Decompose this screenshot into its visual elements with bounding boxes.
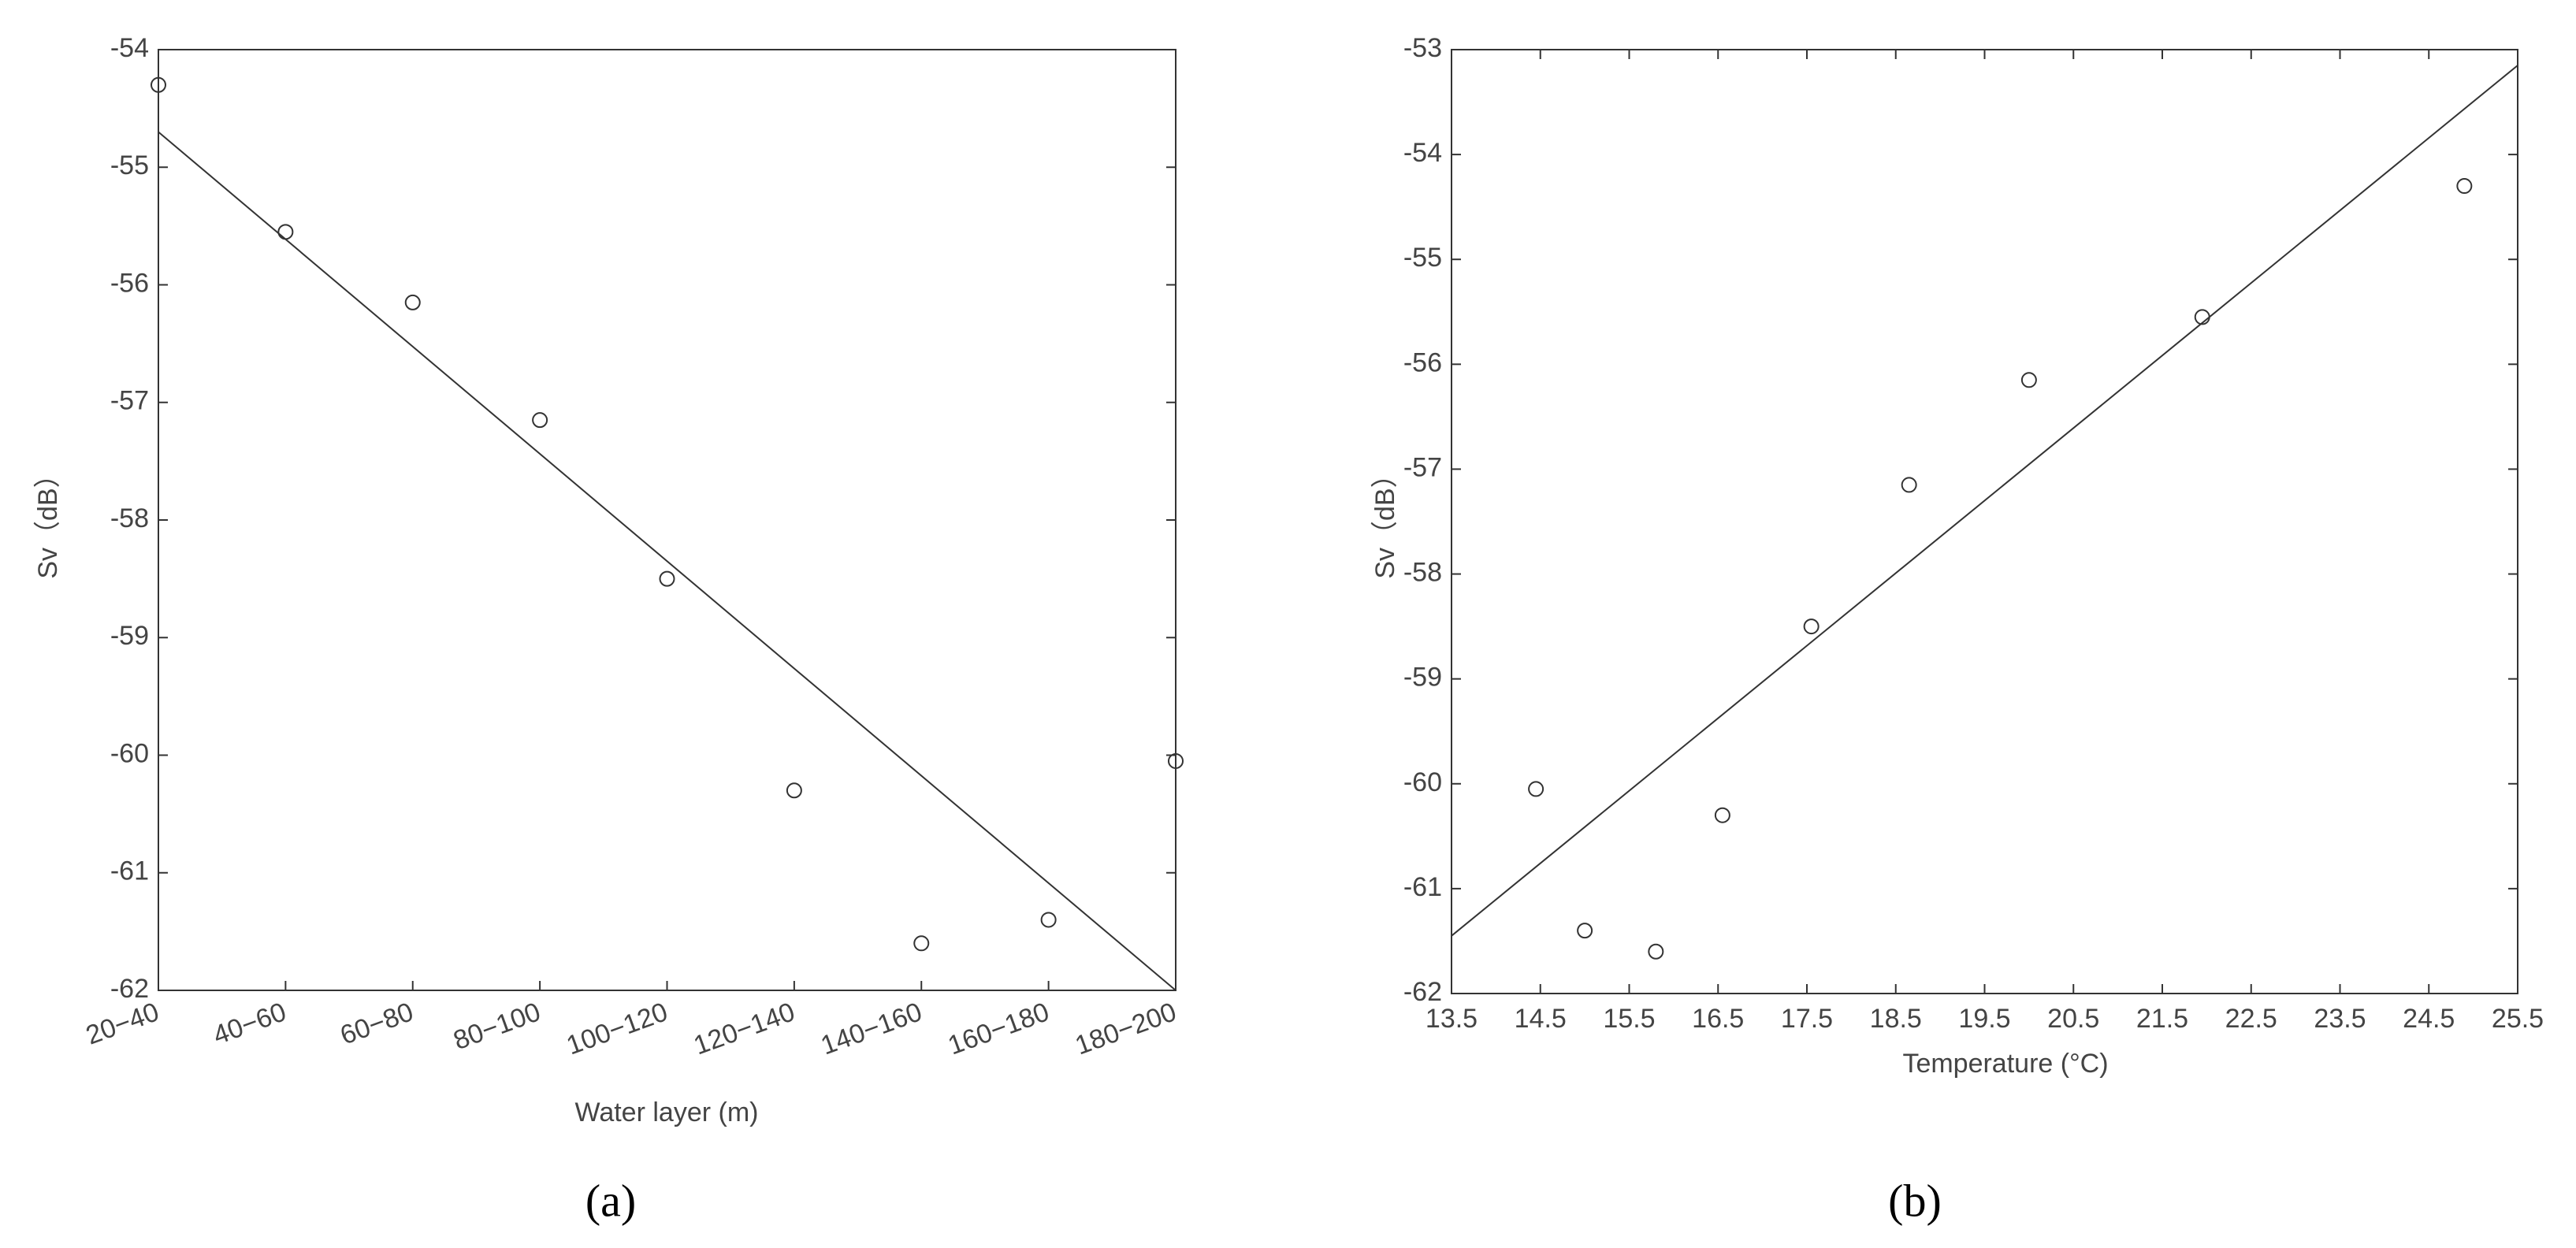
data-point <box>1901 477 1917 493</box>
data-point <box>2020 372 2037 388</box>
plot-frame <box>158 49 1176 991</box>
caption: (a) <box>585 1175 636 1226</box>
x-tick-label: 140−160 <box>817 997 926 1060</box>
x-tick-label: 22.5 <box>2225 1004 2277 1034</box>
x-tick-label: 120−140 <box>690 997 798 1060</box>
y-tick-label: -61 <box>1403 872 1442 902</box>
x-tick-label: 20−40 <box>82 997 163 1050</box>
data-point <box>1803 618 1820 635</box>
x-tick-label: 40−60 <box>209 997 290 1050</box>
x-tick-label: 16.5 <box>1692 1004 1744 1034</box>
data-point <box>913 935 930 952</box>
x-tick-label: 25.5 <box>2492 1004 2544 1034</box>
data-point <box>151 76 166 93</box>
plot-frame <box>1451 49 2518 994</box>
x-tick-label: 18.5 <box>1870 1004 1922 1034</box>
y-tick-label: -55 <box>110 150 149 180</box>
y-tick-label: -60 <box>1403 767 1442 797</box>
data-point <box>1577 923 1593 939</box>
x-tick-label: 180−200 <box>1072 997 1180 1060</box>
y-axis-label: Sv（dB） <box>1370 461 1400 578</box>
fit-line <box>158 131 1176 991</box>
caption: (b) <box>1888 1175 1942 1226</box>
x-tick-label: 15.5 <box>1603 1004 1655 1034</box>
data-point <box>1648 943 1664 960</box>
data-point <box>2456 178 2473 195</box>
x-tick-label: 24.5 <box>2403 1004 2455 1034</box>
x-tick-label: 13.5 <box>1426 1004 1478 1034</box>
x-tick-label: 100−120 <box>563 997 671 1060</box>
data-point <box>532 412 548 429</box>
data-point <box>1528 781 1544 797</box>
x-axis-label: Temperature (°C) <box>1902 1049 2108 1079</box>
data-point <box>659 570 675 587</box>
y-tick-label: -53 <box>1403 33 1442 63</box>
x-tick-label: 19.5 <box>1958 1004 2010 1034</box>
data-point <box>1168 752 1184 769</box>
x-tick-label: 23.5 <box>2314 1004 2366 1034</box>
data-point <box>2194 309 2210 325</box>
y-tick-label: -56 <box>110 268 149 298</box>
x-tick-label: 80−100 <box>449 997 545 1056</box>
data-point <box>1714 807 1730 823</box>
data-point <box>786 782 802 799</box>
x-tick-label: 17.5 <box>1781 1004 1833 1034</box>
y-tick-label: -62 <box>1403 977 1442 1007</box>
y-tick-label: -59 <box>1403 663 1442 693</box>
y-tick-label: -59 <box>110 621 149 651</box>
y-tick-label: -62 <box>110 974 149 1004</box>
x-axis-label: Water layer (m) <box>575 1098 759 1127</box>
data-point <box>404 294 421 310</box>
y-tick-label: -54 <box>1403 138 1442 168</box>
y-tick-label: -56 <box>1403 347 1442 377</box>
data-point <box>1040 912 1057 928</box>
y-tick-label: -60 <box>110 738 149 768</box>
y-tick-label: -58 <box>1403 558 1442 588</box>
x-tick-label: 160−180 <box>944 997 1053 1060</box>
y-tick-label: -54 <box>110 33 149 63</box>
y-axis-label: Sv（dB） <box>33 461 63 578</box>
y-tick-label: -55 <box>1403 243 1442 273</box>
y-tick-label: -57 <box>1403 452 1442 482</box>
x-tick-label: 21.5 <box>2136 1004 2188 1034</box>
x-tick-label: 60−80 <box>336 997 418 1050</box>
y-tick-label: -58 <box>110 503 149 533</box>
y-tick-label: -61 <box>110 856 149 886</box>
data-point <box>277 224 294 240</box>
x-tick-label: 14.5 <box>1515 1004 1567 1034</box>
y-tick-label: -57 <box>110 386 149 416</box>
fit-line <box>1451 65 2518 937</box>
x-tick-label: 20.5 <box>2047 1004 2099 1034</box>
